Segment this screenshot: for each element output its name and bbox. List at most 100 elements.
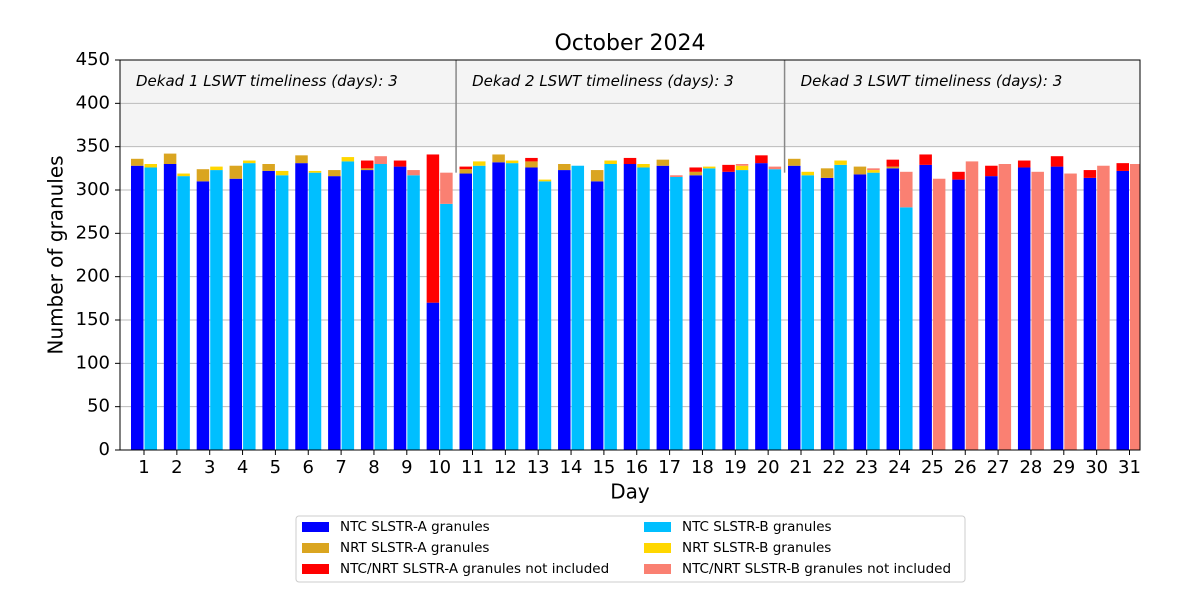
- bar-segment: [459, 169, 472, 174]
- x-tick-label: 30: [1085, 457, 1108, 478]
- bar-segment: [229, 178, 243, 450]
- x-tick-label: 17: [658, 457, 681, 478]
- bar-segment: [308, 170, 322, 173]
- bar-segment: [952, 179, 965, 450]
- bar-segment: [820, 177, 834, 450]
- bar-segment: [965, 161, 979, 450]
- x-tick-label: 3: [204, 457, 215, 478]
- bar-segment: [407, 170, 420, 176]
- bar-segment: [374, 164, 387, 450]
- bar-segment: [505, 160, 519, 164]
- bar-segment: [163, 153, 177, 164]
- bar-segment: [623, 164, 637, 450]
- x-tick-label: 18: [691, 457, 714, 478]
- x-tick-label: 6: [303, 457, 314, 478]
- bar-segment: [262, 164, 275, 171]
- bar-segment: [801, 175, 814, 450]
- bar-segment: [407, 175, 420, 450]
- y-tick-label: 400: [76, 92, 110, 113]
- bar-segment: [702, 168, 716, 450]
- bar-segment: [623, 157, 637, 164]
- bar-segment: [360, 170, 374, 450]
- bar-segment: [689, 175, 702, 450]
- x-tick-label: 20: [757, 457, 780, 478]
- bar-segment: [637, 164, 650, 168]
- bar-segment: [525, 157, 538, 162]
- bar-segment: [275, 170, 289, 176]
- chart-title: October 2024: [554, 31, 705, 56]
- bar-segment: [538, 179, 552, 182]
- bar-segment: [604, 164, 617, 450]
- y-tick-label: 100: [76, 352, 110, 373]
- bar-segment: [473, 165, 486, 450]
- bar-segment: [1097, 165, 1110, 450]
- bar-segment: [1130, 164, 1140, 450]
- x-tick-label: 11: [461, 457, 484, 478]
- x-tick-label: 22: [822, 457, 845, 478]
- y-tick-label: 450: [76, 49, 110, 70]
- bar-segment: [834, 160, 847, 165]
- bar-segment: [262, 170, 275, 450]
- bar-segment: [295, 155, 308, 164]
- y-tick-label: 300: [76, 179, 110, 200]
- bar-segment: [328, 170, 341, 177]
- legend-label: NTC/NRT SLSTR-A granules not included: [340, 561, 609, 577]
- bar-segment: [328, 176, 341, 450]
- bar-segment: [210, 170, 223, 450]
- x-tick-label: 13: [527, 457, 550, 478]
- legend-swatch: [302, 543, 329, 553]
- x-tick-label: 23: [855, 457, 878, 478]
- bar-segment: [426, 154, 440, 303]
- x-tick-label: 16: [625, 457, 648, 478]
- x-tick-label: 28: [1019, 457, 1042, 478]
- bar-segment: [243, 160, 256, 164]
- bar-segment: [131, 165, 144, 450]
- bar-segment: [656, 159, 670, 166]
- bar-segment: [558, 170, 571, 450]
- bar-segment: [525, 167, 538, 450]
- bar-segment: [820, 168, 834, 178]
- bar-segment: [1017, 160, 1031, 168]
- bar-segment: [196, 181, 210, 450]
- bar-segment: [919, 164, 932, 450]
- bar-segment: [558, 164, 571, 171]
- bar-segment: [210, 166, 223, 171]
- annotation: Dekad 2 LSWT timeliness (days): 3: [472, 72, 734, 90]
- bar-segment: [1031, 171, 1044, 450]
- legend-frame: [295, 515, 966, 583]
- bar-segment: [768, 169, 782, 450]
- bar-segment: [689, 171, 702, 176]
- bar-segment: [1050, 166, 1064, 450]
- bar-segment: [755, 163, 768, 450]
- bar-segment: [144, 164, 157, 168]
- bar-segment: [985, 165, 998, 177]
- x-tick-label: 31: [1118, 457, 1141, 478]
- x-tick-label: 25: [921, 457, 944, 478]
- bar-segment: [886, 159, 900, 167]
- bar-segment: [788, 158, 801, 166]
- bar-segment: [144, 167, 157, 450]
- bar-segment: [459, 173, 472, 450]
- bar-segment: [177, 176, 190, 450]
- bar-segment: [473, 161, 486, 166]
- bar-segment: [919, 154, 932, 165]
- bar-segment: [768, 166, 782, 170]
- bar-segment: [308, 172, 322, 450]
- bar-segment: [538, 181, 552, 450]
- bar-segment: [571, 165, 585, 450]
- bar-segment: [492, 162, 505, 450]
- bar-segment: [637, 167, 650, 450]
- y-tick-label: 150: [76, 309, 110, 330]
- bar-segment: [670, 175, 683, 177]
- bar-segment: [932, 178, 946, 450]
- bar-segment: [702, 166, 716, 169]
- bar-segment: [1050, 156, 1064, 167]
- legend-label: NTC SLSTR-B granules: [682, 519, 832, 535]
- legend-swatch: [644, 564, 671, 574]
- bar-segment: [1064, 173, 1077, 450]
- bar-segment: [735, 165, 749, 171]
- bar-segment: [1083, 170, 1097, 178]
- x-axis-label: Day: [610, 480, 650, 504]
- bar-segment: [886, 168, 900, 450]
- bar-segment: [722, 171, 735, 450]
